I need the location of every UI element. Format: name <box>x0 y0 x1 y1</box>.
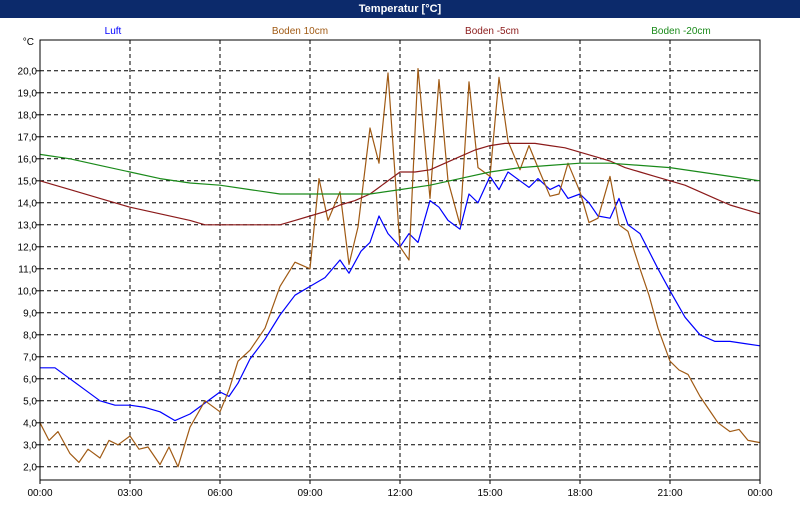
legend-item: Boden -5cm <box>465 26 519 37</box>
x-tick-time: 15:00 <box>477 488 502 499</box>
y-axis: °C 2,0 3,0 4,0 5,0 6,0 7,0 8,0 9,0 10,0 11,0 12,0 13… <box>18 37 40 473</box>
y-tick-label: 15,0 <box>18 176 38 187</box>
y-tick-label: 20,0 <box>18 66 38 77</box>
x-tick-time: 18:00 <box>567 488 592 499</box>
y-tick-label: 11,0 <box>18 264 37 275</box>
chart-area: Luft Boden 10cm Boden -5cm Boden -20cm °C 2,… <box>0 18 800 500</box>
plot-frame <box>39 39 761 481</box>
grid-lines <box>40 40 760 480</box>
legend-item: Boden -20cm <box>651 26 710 37</box>
y-tick-label: 12,0 <box>18 242 38 253</box>
x-tick-time: 03:00 <box>117 488 142 499</box>
y-tick-label: 7,0 <box>23 352 37 363</box>
x-tick-time: 00:00 <box>27 488 52 499</box>
x-axis: 00:0023.05.2503:0023.05.2506:0023.05.250… <box>27 480 773 499</box>
y-tick-label: 3,0 <box>23 440 37 451</box>
series-line <box>40 171 761 422</box>
legend-item: Boden 10cm <box>272 26 328 37</box>
legend: Luft Boden 10cm Boden -5cm Boden -20cm <box>105 26 711 37</box>
y-tick-label: 9,0 <box>23 308 37 319</box>
y-tick-label: 13,0 <box>18 220 38 231</box>
y-tick-label: 4,0 <box>23 418 37 429</box>
x-tick-time: 00:00 <box>747 488 772 499</box>
y-tick-label: 16,0 <box>18 154 38 165</box>
x-tick-time: 09:00 <box>297 488 322 499</box>
y-tick-label: 8,0 <box>23 330 37 341</box>
y-axis-unit: °C <box>23 37 34 48</box>
y-tick-label: 2,0 <box>23 462 37 473</box>
series-line <box>39 67 761 468</box>
y-tick-label: 19,0 <box>18 88 38 99</box>
y-tick-label: 14,0 <box>18 198 38 209</box>
legend-item: Luft <box>105 26 122 37</box>
series-line <box>39 142 761 226</box>
series-line <box>39 153 761 195</box>
y-tick-label: 10,0 <box>18 286 38 297</box>
temperature-chart: Luft Boden 10cm Boden -5cm Boden -20cm °C 2,… <box>18 26 773 499</box>
y-tick-label: 18,0 <box>18 110 38 121</box>
series-lines <box>39 67 761 468</box>
x-tick-time: 06:00 <box>207 488 232 499</box>
x-tick-time: 12:00 <box>387 488 412 499</box>
chart-title: Temperatur [°C] <box>0 0 800 18</box>
y-tick-label: 17,0 <box>18 132 38 143</box>
y-tick-label: 6,0 <box>23 374 37 385</box>
y-tick-label: 5,0 <box>23 396 37 407</box>
x-tick-time: 21:00 <box>657 488 682 499</box>
